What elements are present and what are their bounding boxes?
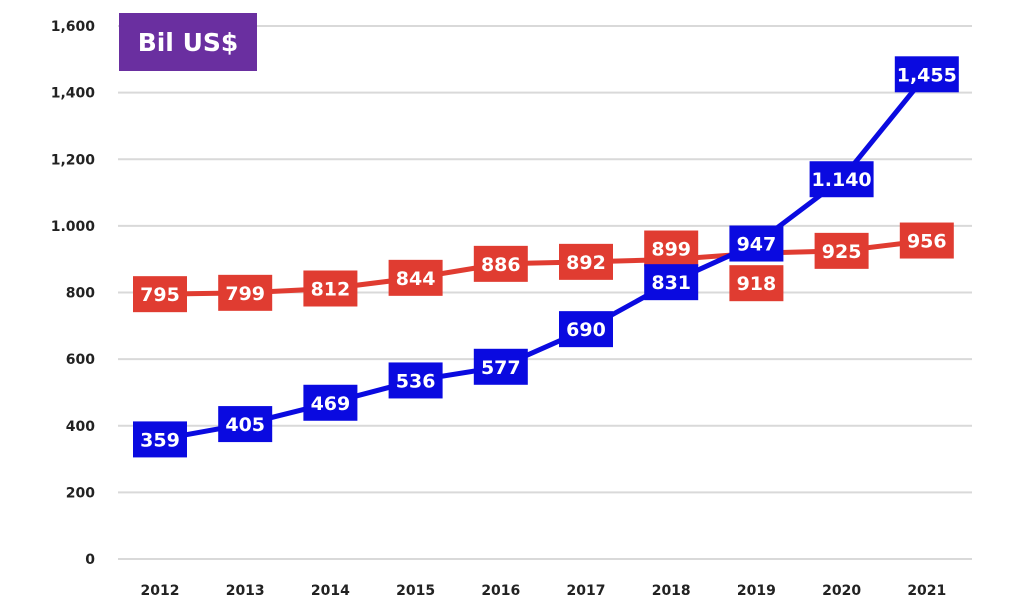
data-label: 947: [737, 234, 777, 256]
data-label: 812: [311, 279, 351, 301]
y-tick-label: 200: [66, 485, 95, 501]
data-point-box: [559, 311, 613, 348]
data-label: 1.140: [812, 169, 872, 191]
x-tick-label: 2018: [652, 583, 691, 599]
x-tick-label: 2012: [141, 583, 180, 599]
data-point-box: [133, 276, 187, 313]
x-tick-label: 2019: [737, 583, 776, 599]
data-point-box: [218, 274, 273, 311]
data-label: 925: [822, 241, 862, 263]
data-point-box: [133, 421, 187, 458]
data-label: 359: [140, 429, 180, 451]
y-tick-label: 800: [66, 286, 95, 302]
y-tick-label: 600: [66, 352, 95, 368]
y-tick-label: 1,200: [51, 152, 96, 168]
data-point-box: [218, 406, 273, 443]
data-point-box: [814, 232, 869, 269]
data-point-box: [644, 230, 699, 267]
y-tick-label: 1,600: [51, 19, 96, 35]
data-point-box: [473, 348, 528, 385]
y-tick-label: 0: [85, 552, 95, 568]
data-label: 536: [396, 370, 436, 392]
data-point-box: [894, 56, 959, 93]
data-point-box: [473, 245, 528, 282]
x-tick-label: 2016: [481, 583, 520, 599]
data-point-box: [303, 384, 358, 421]
unit-badge: Bil US$: [119, 13, 257, 71]
data-label: 577: [481, 357, 521, 379]
y-tick-label: 1.000: [51, 219, 96, 235]
data-label: 690: [566, 319, 606, 341]
data-label: 469: [311, 393, 351, 415]
series-line-1: [159, 72, 929, 442]
data-label: 899: [651, 239, 691, 261]
data-label: 1,455: [897, 64, 957, 86]
data-point-box: [899, 222, 954, 259]
data-label: 405: [225, 414, 265, 436]
data-label: 795: [140, 284, 180, 306]
x-tick-label: 2014: [311, 583, 350, 599]
data-point-box: [388, 259, 443, 296]
y-tick-label: 1,400: [51, 86, 96, 102]
data-point-box: [644, 264, 699, 301]
data-label: 956: [907, 231, 947, 253]
x-tick-label: 2017: [567, 583, 606, 599]
data-label: 831: [651, 272, 691, 294]
data-point-box: [388, 362, 443, 399]
x-tick-label: 2021: [907, 583, 946, 599]
series-line-0: [159, 238, 928, 297]
data-label: 886: [481, 254, 521, 276]
data-point-box: [809, 161, 874, 198]
data-point-box: [729, 265, 784, 302]
data-point-box: [559, 243, 613, 280]
x-tick-label: 2020: [822, 583, 861, 599]
data-label: 799: [225, 283, 265, 305]
y-tick-label: 400: [66, 419, 95, 435]
data-label: 918: [737, 273, 777, 295]
data-point-box: [729, 225, 784, 262]
x-tick-label: 2015: [396, 583, 435, 599]
data-label: 892: [566, 252, 606, 274]
data-point-box: [303, 270, 358, 307]
x-tick-label: 2013: [226, 583, 265, 599]
data-label: 844: [396, 268, 436, 290]
